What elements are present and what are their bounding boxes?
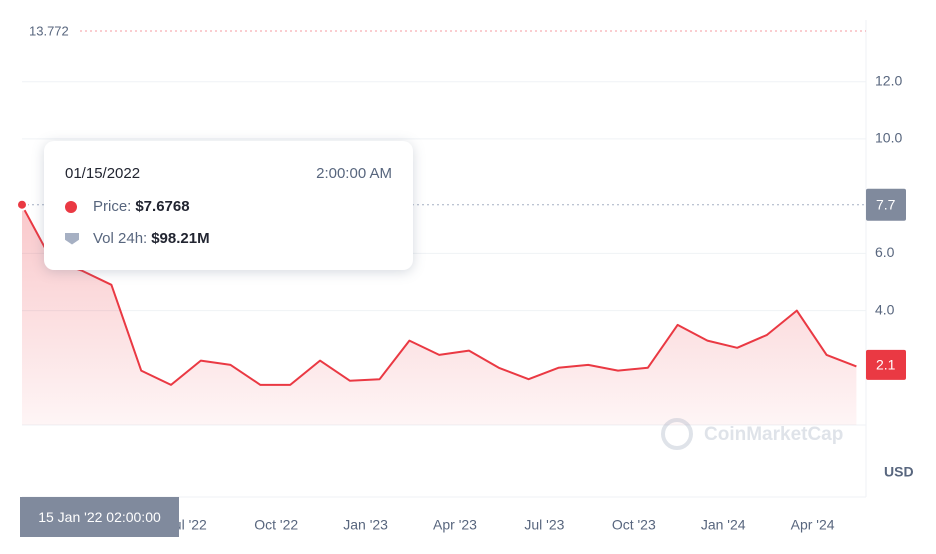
x-tick-label: Oct '22 <box>254 517 298 533</box>
last-price-label: 2.1 <box>876 357 896 373</box>
x-tick-label: Oct '23 <box>612 517 656 533</box>
price-value: $7.6768 <box>135 198 190 215</box>
max-label: 13.772 <box>29 23 69 38</box>
tooltip-volume-row: Vol 24h: $98.21M <box>65 230 210 247</box>
hover-price-bg <box>866 188 906 221</box>
tooltip-time: 2:00:00 AM <box>316 165 392 182</box>
price-line <box>21 204 857 386</box>
y-tick-label: 12.0 <box>875 72 902 88</box>
tooltip-date-row: 01/15/2022 <box>65 165 140 182</box>
hover-dot <box>16 198 28 211</box>
tooltip-date: 01/15/2022 <box>65 165 141 182</box>
watermark: CoinMarketCap <box>661 418 843 450</box>
tooltip-price-row: Price: $7.6768 <box>65 198 190 215</box>
hover-timestamp: 15 Jan '22 02:00:00 <box>20 497 179 537</box>
area-fill <box>22 205 857 425</box>
price-label: Price: <box>93 198 132 215</box>
x-tick-label: Jan '24 <box>701 517 746 533</box>
y-tick-label: 10.0 <box>875 130 902 146</box>
x-tick-label: Jan '23 <box>343 517 388 533</box>
volume-value: $98.21M <box>151 230 210 247</box>
x-tick-label: Apr '24 <box>791 517 835 533</box>
tooltip: 01/15/2022 2:00:00 AM Price: $7.6768 Vol … <box>44 141 413 270</box>
x-tick-label: Jul '23 <box>524 517 564 533</box>
watermark-text: CoinMarketCap <box>704 424 843 445</box>
volume-label: Vol 24h: <box>93 230 148 247</box>
y-tick-label: 6.0 <box>875 244 895 260</box>
unit-label: USD <box>884 464 914 480</box>
x-tick-label: Apr '23 <box>433 517 477 533</box>
volume-icon <box>65 232 79 245</box>
max-label-bg <box>22 20 80 42</box>
hover-price-label: 7.7 <box>876 196 896 212</box>
price-dot <box>65 200 77 213</box>
last-price-bg <box>866 349 906 380</box>
y-tick-label: 4.0 <box>875 301 895 317</box>
